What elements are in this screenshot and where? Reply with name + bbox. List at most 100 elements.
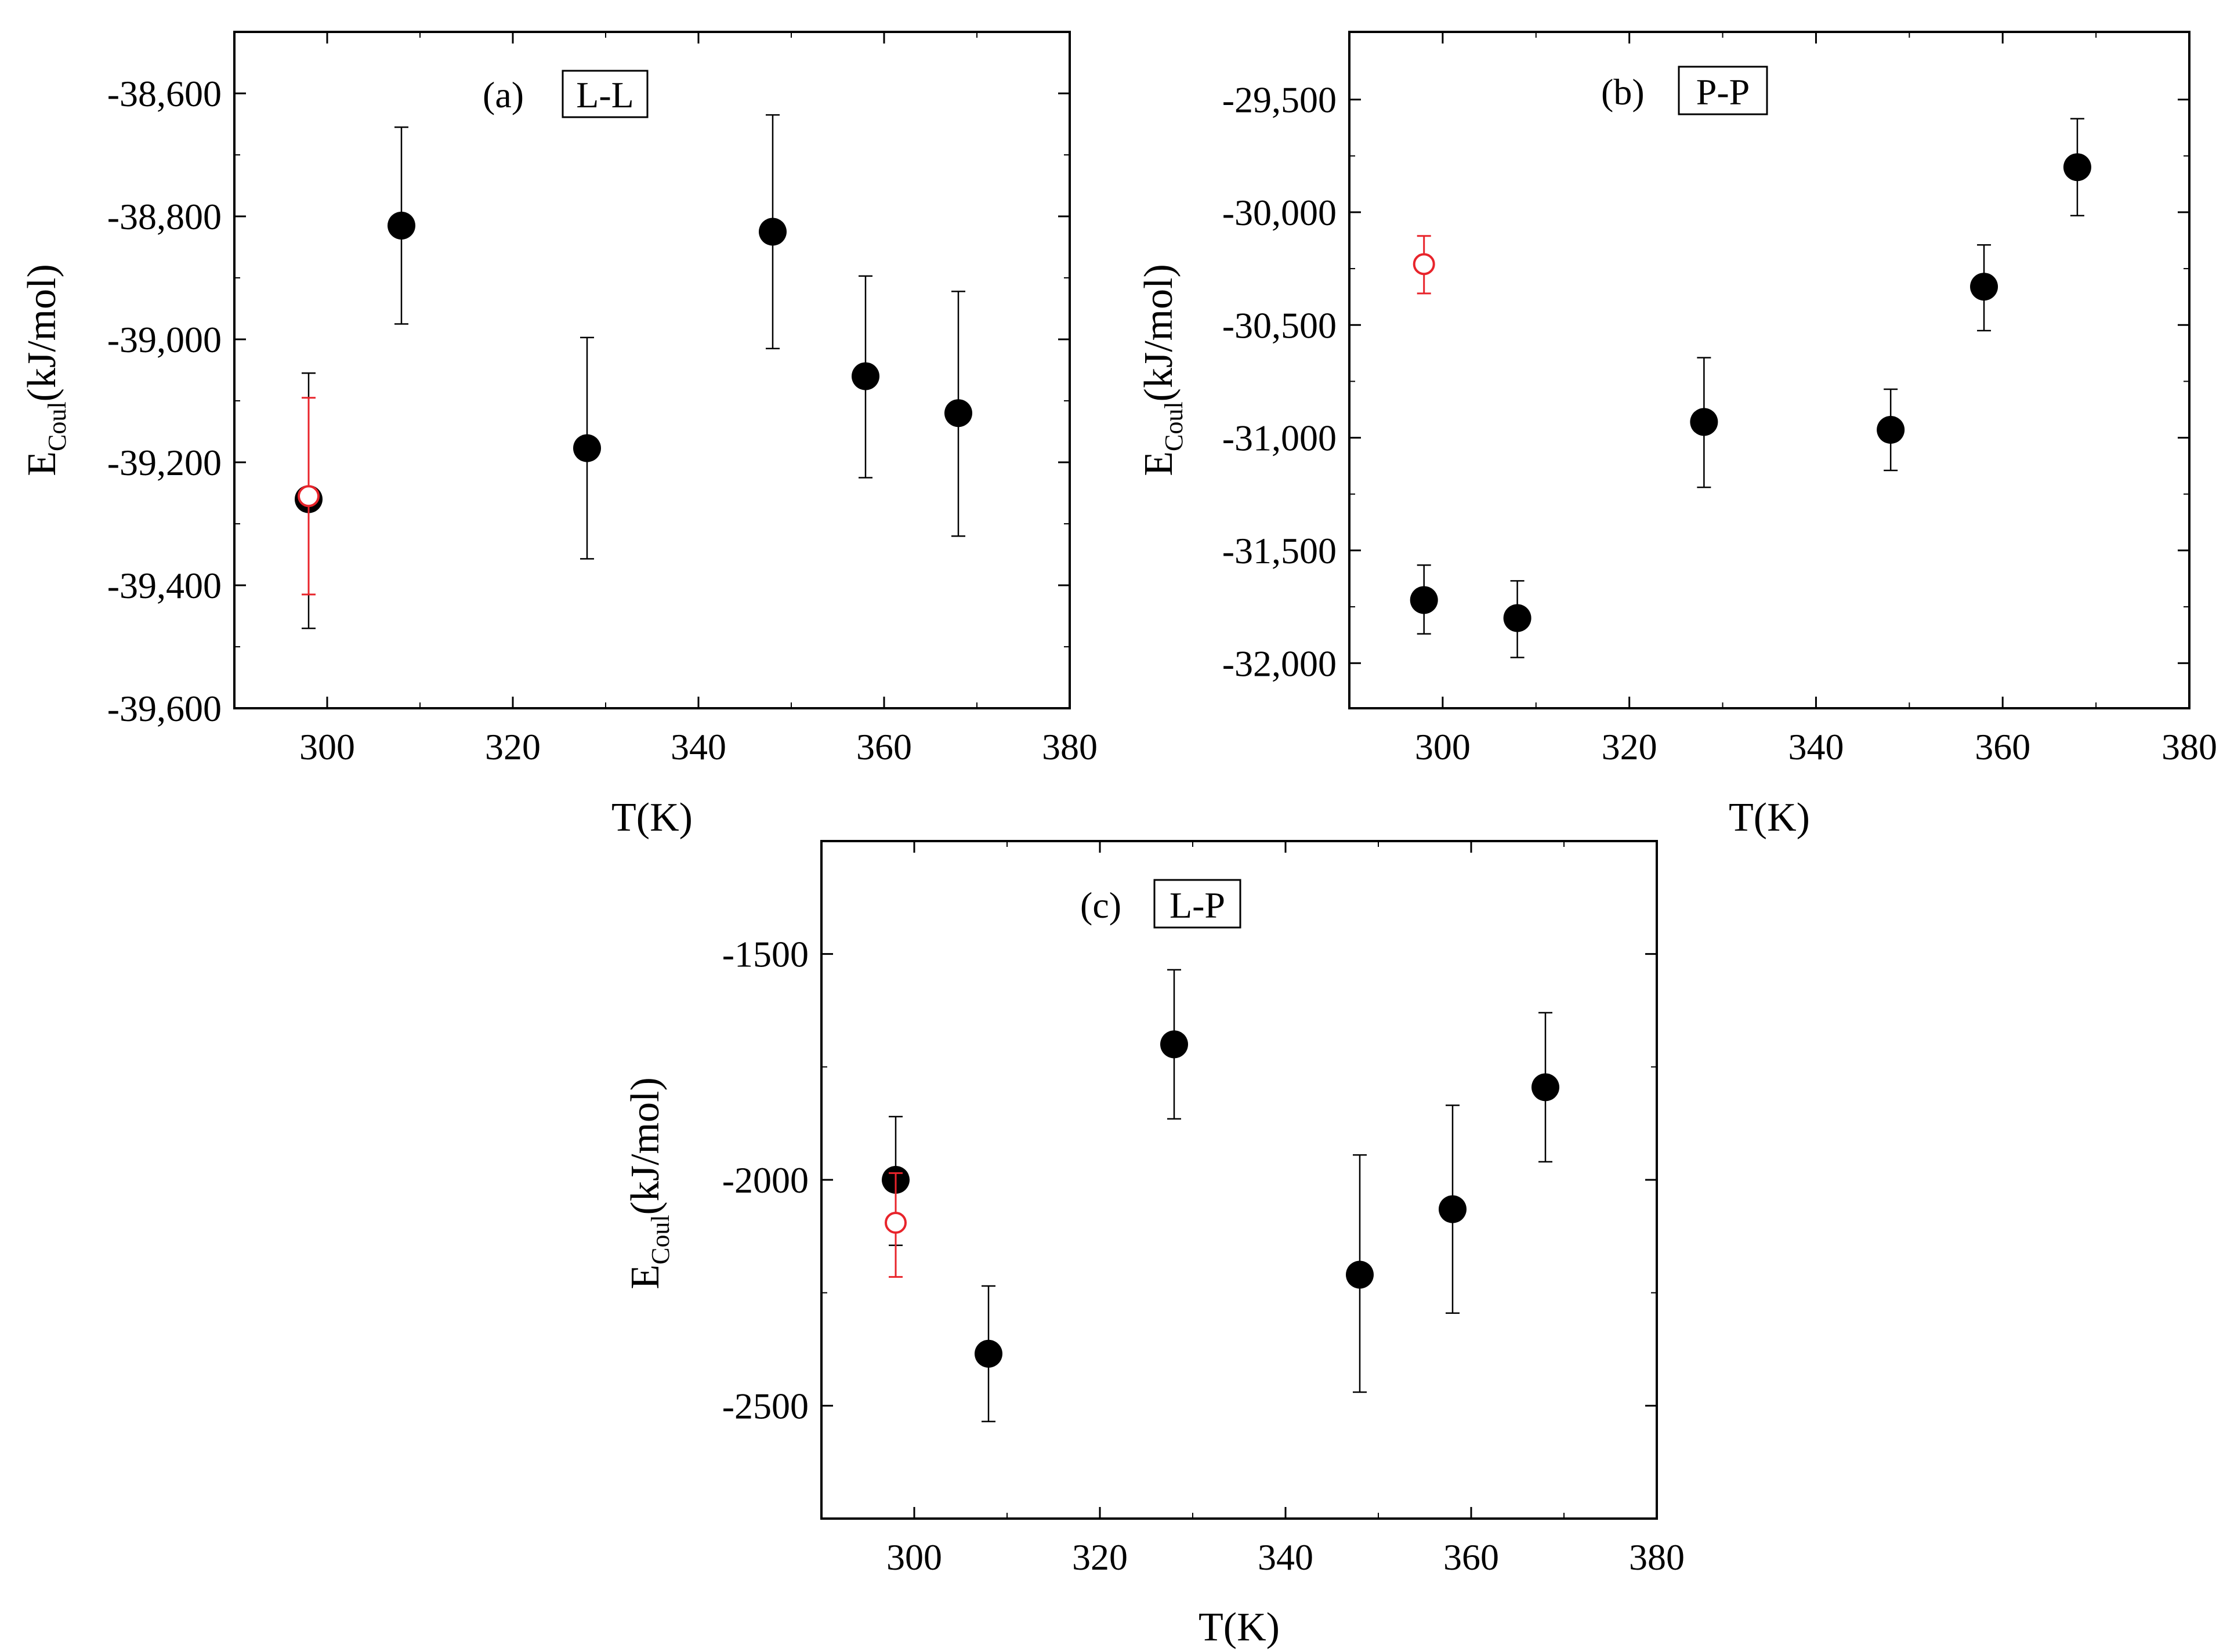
x-axis-title: T(K): [1729, 795, 1810, 840]
panel-c-lp: -1500-2000-2500 300 320 340 360 380 (c) L-P …: [623, 840, 1685, 1650]
data-point: [388, 126, 415, 325]
data-points: [882, 969, 1559, 1422]
series-label: P-P: [1696, 71, 1750, 113]
y-axis-title-unit: (kJ/mol): [20, 264, 64, 401]
tick-marks: [821, 841, 1658, 1519]
y-tick-label: -2500: [722, 1385, 809, 1426]
y-tick-label: -30,500: [1222, 305, 1337, 346]
tick-marks: [1349, 32, 2190, 708]
data-point: [1503, 580, 1531, 658]
panel-label: (a): [483, 74, 524, 115]
panel-a-ll: -38,600 -38,800 -39,000 -39,200 -39,400 -39,6…: [20, 31, 1098, 840]
y-axis-title: ECoul(kJ/mol): [20, 264, 71, 476]
data-point: [2063, 118, 2091, 217]
marker-filled: [852, 362, 879, 390]
series-label-box: P-P: [1678, 66, 1768, 115]
data-point: [1346, 1154, 1374, 1393]
x-tick-label: 300: [1415, 726, 1471, 767]
data-point: [759, 114, 787, 350]
y-tick-label: -39,600: [107, 688, 222, 729]
data-point: [1970, 244, 1998, 332]
data-point: [944, 291, 972, 537]
marker-filled: [1531, 1073, 1559, 1102]
x-tick-label: 360: [1443, 1537, 1499, 1578]
y-tick-labels: -29,500 -30,000 -30,500 -31,000 -31,500 -32,0…: [1222, 79, 1337, 684]
x-tick-label: 360: [856, 726, 912, 767]
y-axis-title-sub: Coul: [43, 401, 71, 451]
marker-open: [1413, 253, 1435, 276]
y-tick-label: -39,400: [107, 565, 222, 606]
y-tick-label: -31,000: [1222, 418, 1337, 459]
data-point: [1439, 1104, 1467, 1314]
marker-filled: [1160, 1030, 1188, 1059]
x-tick-label: 340: [671, 726, 726, 767]
data-point: [1160, 969, 1188, 1120]
x-tick-label: 380: [1629, 1537, 1685, 1578]
marker-filled: [975, 1339, 1002, 1368]
x-tick-label: 320: [1072, 1537, 1128, 1578]
plot-frame: [233, 31, 1071, 709]
tick-marks: [234, 32, 1071, 709]
y-tick-label: -38,800: [107, 196, 222, 237]
y-tick-label: -30,000: [1222, 192, 1337, 233]
y-axis-title: ECoul(kJ/mol): [623, 1077, 675, 1289]
data-points: [295, 114, 972, 629]
data-point: [1410, 564, 1438, 635]
y-axis-title-main: E: [1136, 451, 1181, 476]
y-axis-title-sub: Coul: [646, 1215, 675, 1265]
y-tick-label: -29,500: [1222, 79, 1337, 121]
panel-label: (c): [1080, 885, 1121, 926]
marker-filled: [1346, 1260, 1374, 1289]
data-point: [1531, 1012, 1559, 1163]
marker-filled: [1410, 586, 1438, 614]
x-tick-label: 300: [886, 1537, 942, 1578]
plot-frame: [1348, 31, 2190, 709]
marker-filled: [573, 434, 601, 462]
marker-filled: [1877, 415, 1905, 444]
series-label-box: L-P: [1153, 879, 1241, 929]
x-tick-label: 380: [2161, 726, 2217, 767]
y-axis-title-unit: (kJ/mol): [1136, 264, 1181, 401]
x-tick-labels: 300 320 340 360 380: [886, 1537, 1685, 1578]
y-tick-label: -32,000: [1222, 643, 1337, 684]
y-tick-label: -2000: [722, 1160, 809, 1201]
x-tick-label: 300: [299, 726, 355, 767]
y-tick-label: -38,600: [107, 73, 222, 114]
marker-filled: [759, 218, 787, 246]
y-tick-label: -39,200: [107, 442, 222, 483]
reference-point: [1413, 235, 1435, 295]
marker-filled: [388, 211, 415, 240]
y-tick-label: -1500: [722, 934, 809, 975]
y-axis-title: ECoul(kJ/mol): [1136, 264, 1188, 476]
x-tick-label: 380: [1042, 726, 1098, 767]
x-tick-label: 320: [485, 726, 541, 767]
marker-filled: [1690, 408, 1718, 436]
y-axis-title-main: E: [623, 1265, 668, 1289]
marker-filled: [1439, 1195, 1467, 1223]
y-tick-label: -39,000: [107, 319, 222, 360]
series-label-frame: [1678, 66, 1768, 115]
data-point: [1877, 388, 1905, 472]
data-points: [1410, 118, 2091, 658]
series-label: L-L: [576, 74, 634, 115]
x-tick-labels: 300 320 340 360 380: [1415, 726, 2217, 767]
series-label-frame: [562, 70, 649, 118]
x-axis-title: T(K): [1199, 1605, 1280, 1650]
marker-open: [298, 485, 320, 508]
marker-filled: [1503, 604, 1531, 632]
x-tick-label: 320: [1602, 726, 1657, 767]
x-tick-labels: 300 320 340 360 380: [299, 726, 1098, 767]
x-tick-label: 360: [1975, 726, 2030, 767]
data-point: [1690, 357, 1718, 488]
series-label-frame: [1153, 879, 1241, 929]
series-label: L-P: [1169, 885, 1225, 926]
marker-open: [885, 1211, 907, 1234]
x-axis-title: T(K): [611, 795, 693, 840]
series-label-box: L-L: [562, 70, 649, 118]
data-point: [573, 336, 601, 560]
data-point: [975, 1285, 1002, 1422]
panel-b-pp: -29,500 -30,000 -30,500 -31,000 -31,500 -32,0…: [1136, 31, 2217, 840]
y-axis-title-main: E: [20, 451, 64, 476]
y-tick-label: -31,500: [1222, 530, 1337, 571]
